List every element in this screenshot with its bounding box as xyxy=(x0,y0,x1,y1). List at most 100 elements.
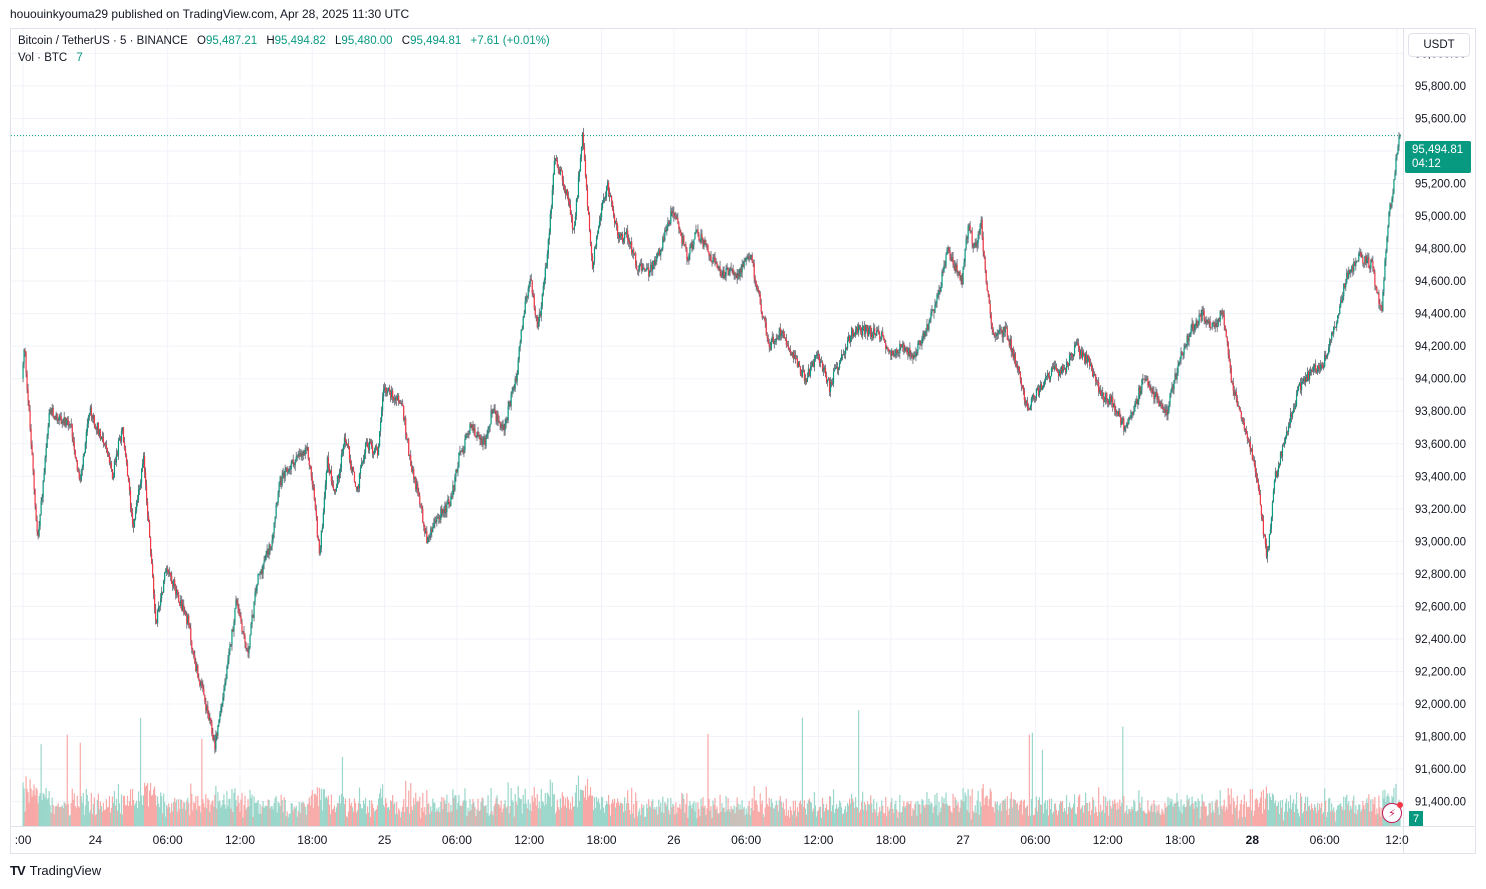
volume-bar xyxy=(1123,796,1125,826)
volume-bar xyxy=(1302,811,1305,826)
lightning-icon[interactable]: ⚡ xyxy=(1382,803,1402,823)
candle-body xyxy=(424,525,426,534)
volume-bar xyxy=(405,780,407,826)
candle-body xyxy=(1136,399,1138,405)
volume-bar xyxy=(520,798,522,826)
candle-body xyxy=(657,253,659,255)
volume-bar xyxy=(399,810,401,826)
candle-body xyxy=(540,306,542,316)
candle-body xyxy=(416,483,418,490)
volume-bar xyxy=(654,807,656,826)
volume-bar xyxy=(418,801,420,826)
volume-bar xyxy=(1185,806,1187,826)
candle-body xyxy=(443,509,445,514)
candle-body xyxy=(154,594,156,610)
volume-bar xyxy=(1152,812,1154,826)
volume-bar xyxy=(147,806,150,826)
volume-bar xyxy=(1180,799,1182,826)
volume-bar xyxy=(322,789,324,826)
volume-bar xyxy=(1011,807,1013,826)
candle-body xyxy=(133,519,136,527)
volume-bar xyxy=(1164,802,1166,826)
volume-label[interactable]: Vol · BTC xyxy=(18,52,68,64)
candle-body xyxy=(203,688,205,696)
volume-bar xyxy=(424,807,426,826)
candle-body xyxy=(631,241,633,254)
volume-bar xyxy=(692,803,694,826)
candle-body xyxy=(1270,517,1273,530)
candle-body xyxy=(369,441,372,443)
volume-bar xyxy=(1233,801,1235,826)
volume-bar xyxy=(507,782,509,826)
candle-body xyxy=(1039,384,1042,391)
candle-body xyxy=(1251,448,1253,460)
candle-body xyxy=(1352,265,1354,272)
candle-body xyxy=(112,476,115,479)
volume-bar xyxy=(501,812,503,826)
volume-bar xyxy=(925,804,927,826)
volume-bar xyxy=(101,811,103,826)
candle-body xyxy=(1052,367,1055,370)
candle-body xyxy=(1161,403,1163,409)
candle-body xyxy=(78,472,80,479)
candle-body xyxy=(665,229,667,232)
volume-bar xyxy=(1167,796,1169,826)
volume-bar xyxy=(1199,818,1201,826)
symbol-description[interactable]: Bitcoin / TetherUS · 5 · BINANCE xyxy=(18,35,188,47)
candle-body xyxy=(865,324,867,335)
candle-body xyxy=(409,455,411,456)
candle-body xyxy=(377,445,380,456)
candle-body xyxy=(1141,379,1143,391)
x-tick-label: 18:00 xyxy=(1165,833,1195,847)
candle-body xyxy=(367,447,370,450)
candle-body xyxy=(85,432,87,444)
candle-body xyxy=(420,504,422,506)
y-tick-label: 91,800.00 xyxy=(1415,732,1466,744)
volume-bar xyxy=(693,801,695,826)
volume-bar xyxy=(551,782,553,826)
candle-body xyxy=(1287,425,1290,433)
candle-body xyxy=(947,247,949,250)
volume-bar xyxy=(1089,802,1091,826)
candle-body xyxy=(833,369,836,372)
volume-bar xyxy=(722,808,724,826)
currency-button[interactable]: USDT xyxy=(1408,33,1470,57)
volume-bar xyxy=(289,813,291,826)
footer-logo[interactable]: TV TradingView xyxy=(10,863,101,878)
volume-bar xyxy=(130,805,133,826)
volume-bar xyxy=(1111,808,1113,826)
candle-body xyxy=(1069,353,1072,356)
x-tick-label: 18:00 xyxy=(587,833,617,847)
candle-body xyxy=(981,219,983,238)
volume-bar xyxy=(1192,803,1194,826)
volume-bar xyxy=(114,805,117,826)
candle-body xyxy=(1105,393,1107,401)
candle-body xyxy=(841,354,844,356)
volume-bar xyxy=(794,800,796,826)
candle-body xyxy=(61,420,63,424)
volume-bar xyxy=(1154,804,1156,826)
volume-bar xyxy=(855,797,857,826)
candle-body xyxy=(503,425,505,431)
volume-bar xyxy=(885,796,887,826)
candle-body xyxy=(1282,445,1285,447)
volume-bar xyxy=(86,795,88,826)
candle-body xyxy=(817,353,820,356)
candle-body xyxy=(992,329,994,333)
candle-body xyxy=(476,431,478,438)
volume-bar xyxy=(468,811,470,826)
volume-bar xyxy=(1293,812,1296,826)
volume-bar xyxy=(435,812,437,826)
volume-bar xyxy=(1134,801,1136,826)
volume-bar xyxy=(822,803,825,826)
candle-body xyxy=(824,368,827,376)
volume-bar xyxy=(231,788,233,826)
volume-bar xyxy=(715,809,717,826)
volume-bar xyxy=(465,800,467,826)
candle-body xyxy=(1336,322,1338,328)
volume-bar xyxy=(854,808,856,826)
volume-bar xyxy=(1112,800,1114,826)
volume-bar xyxy=(636,800,638,826)
volume-bar xyxy=(1303,803,1306,826)
